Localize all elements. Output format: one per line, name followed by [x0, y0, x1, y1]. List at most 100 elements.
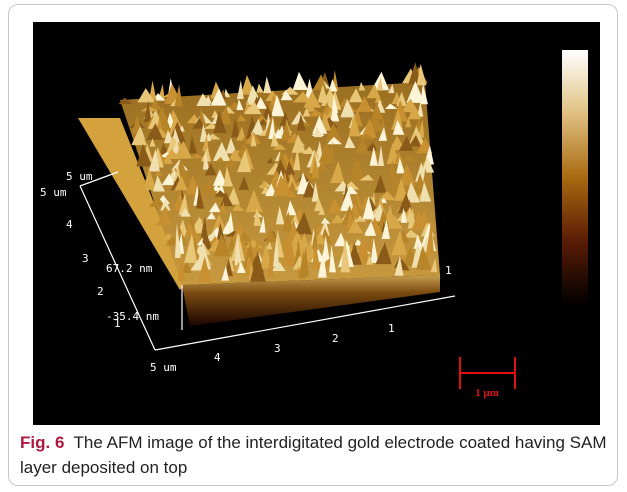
surface-peak: [236, 126, 246, 141]
surface-peak: [294, 211, 312, 235]
surface-peak: [358, 81, 366, 91]
surface-peak: [391, 109, 404, 130]
surface-peak: [266, 157, 273, 164]
height-label: 67.2 nm: [106, 262, 153, 275]
axis-label: 4: [66, 218, 73, 231]
surface-peak: [416, 102, 424, 117]
surface-peak: [206, 212, 216, 220]
surface-peak: [152, 175, 165, 192]
surface-peak: [288, 218, 299, 238]
surface-peak: [256, 83, 264, 93]
surface-peak: [317, 250, 327, 278]
surface-peak: [370, 238, 379, 264]
surface-peak: [234, 233, 242, 266]
surface-peak: [260, 179, 270, 189]
surface-peak: [137, 88, 156, 103]
surface-peak: [363, 221, 377, 236]
surface-peak: [329, 244, 336, 273]
surface-peak: [270, 133, 280, 147]
surface-peak: [238, 176, 249, 190]
surface-peak: [272, 174, 291, 197]
surface-peak: [399, 163, 416, 186]
surface-peak: [355, 215, 367, 222]
surface-peak: [303, 91, 322, 108]
surface-peak: [285, 160, 296, 175]
surface-peak: [311, 181, 320, 202]
surface-peak: [311, 156, 320, 179]
surface-peak: [407, 208, 417, 229]
surface-peak: [387, 214, 403, 229]
axis-label: 1: [445, 264, 452, 277]
axes: [79, 171, 456, 351]
surface-peak: [201, 147, 212, 162]
surface-peak: [365, 142, 378, 151]
surface-peak: [359, 133, 375, 140]
surface-peak: [313, 126, 323, 138]
surface-peak: [192, 117, 206, 129]
surface-peak: [131, 127, 147, 146]
surface-peak: [340, 99, 356, 118]
surface-peak: [188, 135, 198, 154]
surface-peak: [396, 157, 406, 174]
surface-peak: [419, 181, 432, 202]
surface-peak: [250, 250, 266, 282]
surface-peak: [190, 153, 204, 159]
axis-label: 3: [82, 252, 89, 265]
surface-peak: [146, 123, 164, 140]
surface-peak: [378, 191, 396, 201]
surface-peak: [391, 230, 407, 256]
surface-peak: [161, 173, 175, 186]
surface-peak: [331, 214, 346, 224]
surface-peak: [255, 96, 267, 109]
surface-peak: [174, 84, 183, 107]
surface-peak: [390, 178, 400, 194]
surface-peak: [160, 198, 171, 211]
surface-peak: [396, 91, 407, 107]
axis-label: 5 um: [66, 170, 93, 183]
surface-peak: [272, 143, 287, 150]
surface-peak: [275, 206, 285, 225]
surface-peak: [408, 134, 422, 147]
surface-peak: [180, 208, 192, 217]
surface-peak: [398, 135, 414, 151]
surface-peak: [238, 231, 251, 242]
surface-peak: [208, 202, 221, 213]
surface-peak: [403, 246, 417, 267]
caption-text: The AFM image of the interdigitated gold…: [20, 433, 607, 477]
surface-peak: [369, 146, 378, 166]
surface-peak: [178, 193, 189, 216]
surface-peak: [272, 235, 280, 267]
surface-peak: [403, 154, 416, 162]
surface-peak: [312, 115, 328, 134]
surface-peak: [237, 149, 252, 173]
surface-peak: [173, 164, 181, 183]
surface-peak: [374, 94, 383, 103]
surface-peak: [321, 235, 331, 263]
surface-peak: [375, 241, 392, 265]
surface-peak: [302, 107, 311, 117]
axis-line: [79, 185, 156, 351]
surface-peak: [318, 207, 326, 215]
surface-peak: [381, 219, 390, 240]
surface-peak: [202, 133, 209, 152]
surface-peak: [347, 219, 364, 234]
surface-peak: [265, 241, 273, 250]
surface-peak: [271, 94, 285, 117]
surface-peak: [148, 196, 166, 207]
surface-peak: [348, 114, 361, 137]
surface-peak: [393, 150, 404, 164]
axis-label: 2: [332, 332, 339, 345]
surface-peak: [420, 83, 428, 105]
axis-line: [79, 171, 119, 187]
surface-peak: [413, 234, 424, 249]
surface-peak: [221, 221, 237, 235]
surface-peak: [263, 76, 272, 94]
surface-peak: [212, 169, 228, 186]
surface-peak: [280, 89, 293, 101]
surface-peak: [197, 256, 212, 283]
surface-peak: [149, 138, 156, 147]
axis-label: 2: [97, 285, 104, 298]
surface-peak: [366, 254, 373, 265]
surface-peak: [150, 98, 162, 110]
